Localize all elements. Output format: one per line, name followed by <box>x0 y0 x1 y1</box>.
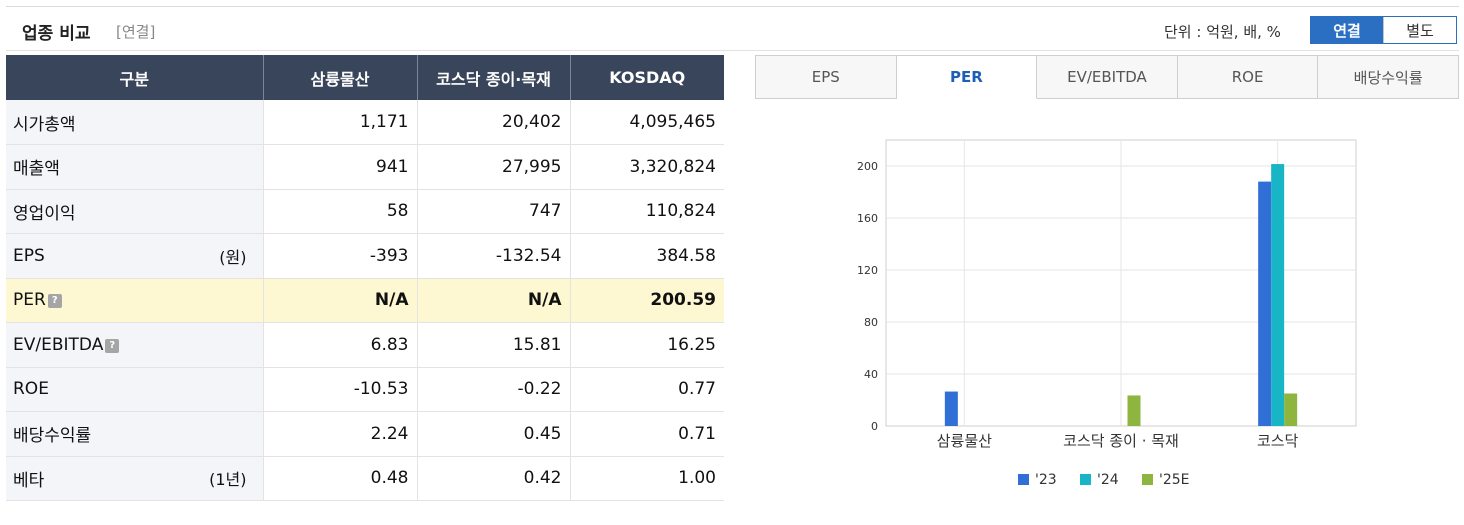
value-cell: 200.59 <box>569 278 724 323</box>
table-row: 영업이익 58 747 110,824 <box>6 189 724 234</box>
value-cell: -0.22 <box>416 367 570 412</box>
value-cell: 0.48 <box>262 456 417 501</box>
section-subtitle: [연결] <box>116 23 156 41</box>
legend-swatch <box>1018 474 1029 485</box>
help-icon[interactable]: ? <box>47 294 62 309</box>
row-label-cell: 매출액 <box>6 144 263 190</box>
legend-label: '25E <box>1159 472 1190 488</box>
tab-1[interactable]: PER <box>896 56 1038 99</box>
bar-25E-1 <box>1127 395 1141 426</box>
bar-23-2 <box>1258 181 1272 426</box>
row-label: 매출액 <box>13 159 60 180</box>
column-header: KOSDAQ <box>569 55 724 100</box>
value-cell: 384.58 <box>569 233 724 279</box>
value-cell: 27,995 <box>416 144 570 190</box>
consolidation-toggle: 연결 별도 <box>1310 16 1457 44</box>
column-header: 코스닥 종이·목재 <box>416 55 570 100</box>
row-label-cell: 배당수익률 <box>6 411 263 457</box>
legend-swatch <box>1142 474 1153 485</box>
y-tick-label: 200 <box>857 160 878 173</box>
value-cell: N/A <box>262 278 417 323</box>
value-cell: 58 <box>262 189 417 234</box>
row-label: 영업이익 <box>13 203 76 224</box>
toggle-separate-button[interactable]: 별도 <box>1383 17 1456 43</box>
tab-4[interactable]: 배당수익률 <box>1318 56 1459 99</box>
row-label-cell: 영업이익 <box>6 189 263 234</box>
row-label-cell: PER? <box>6 278 263 323</box>
value-cell: 16.25 <box>569 322 724 368</box>
tab-3[interactable]: ROE <box>1177 56 1319 99</box>
x-tick-label: 삼륭물산 <box>937 432 992 450</box>
row-label: ROE <box>13 379 49 400</box>
bar-23-0 <box>944 391 958 426</box>
legend-label: '24 <box>1097 472 1119 488</box>
legend-label: '23 <box>1035 472 1057 488</box>
comparison-table: 구분 삼륭물산 코스닥 종이·목재 KOSDAQ 시가총액 1,171 20,402… <box>6 55 724 501</box>
table-row: EV/EBITDA? 6.83 15.81 16.25 <box>6 322 724 368</box>
value-cell: -132.54 <box>416 233 570 279</box>
section-header: 업종 비교 [연결] 단위 : 억원, 배, % 연결 별도 <box>6 7 1459 51</box>
row-label: 시가총액 <box>13 114 76 135</box>
table-row: PER? N/A N/A 200.59 <box>6 278 724 323</box>
value-cell: 20,402 <box>416 100 570 145</box>
row-label-cell: 시가총액 <box>6 100 263 145</box>
per-bar-chart: 0 40 80 120 160 200 삼륭물산 코스닥 종이 · 목재 코스닥 '23 '24 '2… <box>857 139 1357 488</box>
unit-suffix: (원) <box>219 247 247 267</box>
y-tick-label: 160 <box>857 212 878 225</box>
value-cell: 0.77 <box>569 367 724 412</box>
row-label: 베타 <box>13 470 45 491</box>
value-cell: 4,095,465 <box>569 100 724 145</box>
y-tick-label: 40 <box>864 368 878 381</box>
table-row: 시가총액 1,171 20,402 4,095,465 <box>6 100 724 145</box>
row-label-cell: 베타 (1년) <box>6 456 263 501</box>
table-row: 베타 (1년) 0.48 0.42 1.00 <box>6 456 724 501</box>
y-tick-label: 120 <box>857 264 878 277</box>
table-row: ROE -10.53 -0.22 0.77 <box>6 367 724 412</box>
table-header-row: 구분 삼륭물산 코스닥 종이·목재 KOSDAQ <box>6 55 724 100</box>
row-label: 배당수익률 <box>13 426 92 447</box>
value-cell: 6.83 <box>262 322 417 368</box>
value-cell: N/A <box>416 278 570 323</box>
value-cell: 15.81 <box>416 322 570 368</box>
value-cell: -10.53 <box>262 367 417 412</box>
value-cell: -393 <box>262 233 417 279</box>
value-cell: 0.42 <box>416 456 570 501</box>
toggle-consolidated-button[interactable]: 연결 <box>1311 17 1383 43</box>
table-row: EPS (원) -393 -132.54 384.58 <box>6 233 724 279</box>
section-title: 업종 비교 <box>22 24 91 44</box>
value-cell: 0.45 <box>416 411 570 457</box>
column-header: 구분 <box>6 55 263 100</box>
value-cell: 3,320,824 <box>569 144 724 190</box>
value-cell: 1.00 <box>569 456 724 501</box>
value-cell: 2.24 <box>262 411 417 457</box>
row-label: EPS <box>13 245 45 266</box>
row-label: PER <box>13 290 46 311</box>
value-cell: 1,171 <box>262 100 417 145</box>
row-label-cell: ROE <box>6 367 263 412</box>
value-cell: 941 <box>262 144 417 190</box>
row-label-cell: EPS (원) <box>6 233 263 279</box>
tab-2[interactable]: EV/EBITDA <box>1037 56 1178 99</box>
top-border-line <box>6 6 1459 7</box>
y-tick-label: 0 <box>871 420 878 433</box>
y-tick-label: 80 <box>864 316 878 329</box>
row-label: EV/EBITDA <box>13 334 104 355</box>
value-cell: 110,824 <box>569 189 724 234</box>
unit-suffix: (1년) <box>209 470 247 490</box>
legend-swatch <box>1080 474 1091 485</box>
row-label-cell: EV/EBITDA? <box>6 322 263 368</box>
bar-25E-2 <box>1284 393 1298 426</box>
unit-label: 단위 : 억원, 배, % <box>1164 23 1281 41</box>
metric-tabs: EPS PER EV/EBITDA ROE 배당수익률 <box>755 55 1459 99</box>
x-tick-label: 코스닥 종이 · 목재 <box>1063 432 1179 450</box>
table-row: 매출액 941 27,995 3,320,824 <box>6 144 724 190</box>
value-cell: 747 <box>416 189 570 234</box>
bar-24-2 <box>1271 164 1285 427</box>
value-cell: 0.71 <box>569 411 724 457</box>
column-header: 삼륭물산 <box>262 55 417 100</box>
tab-0[interactable]: EPS <box>756 56 897 99</box>
x-tick-label: 코스닥 <box>1257 432 1299 450</box>
help-icon[interactable]: ? <box>105 338 120 353</box>
table-row: 배당수익률 2.24 0.45 0.71 <box>6 411 724 457</box>
